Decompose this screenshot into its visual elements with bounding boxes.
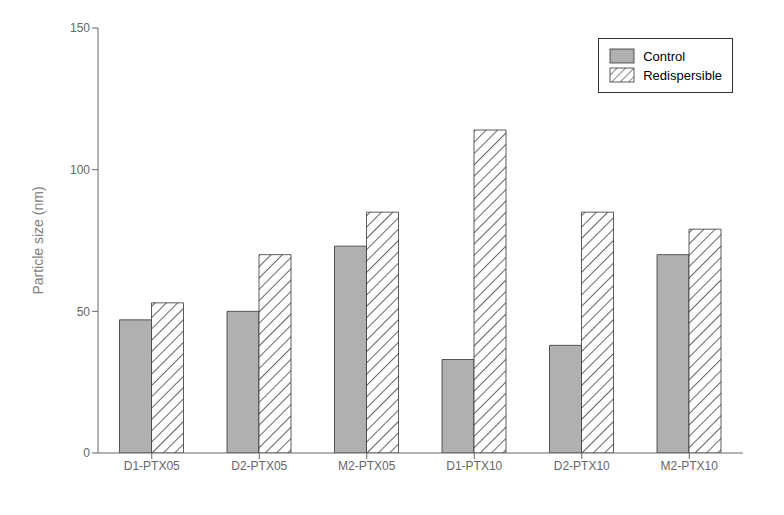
svg-text:D1-PTX10: D1-PTX10 [446, 459, 502, 473]
html-text:Control: Control [643, 48, 686, 64]
svg-text:M2-PTX05: M2-PTX05 [338, 459, 396, 473]
svg-text:D2-PTX05: D2-PTX05 [231, 459, 287, 473]
svg-text:D1-PTX05: D1-PTX05 [124, 459, 180, 473]
svg-text:0: 0 [83, 446, 90, 460]
html-text:Redispersible: Redispersible [643, 67, 722, 83]
svg-text:Particle size (nm): Particle size (nm) [30, 186, 46, 294]
svg-text:150: 150 [70, 21, 90, 35]
svg-text:M2-PTX10: M2-PTX10 [661, 459, 719, 473]
svg-text:D2-PTX10: D2-PTX10 [554, 459, 610, 473]
svg-text:100: 100 [70, 163, 90, 177]
svg-text:50: 50 [77, 305, 91, 319]
